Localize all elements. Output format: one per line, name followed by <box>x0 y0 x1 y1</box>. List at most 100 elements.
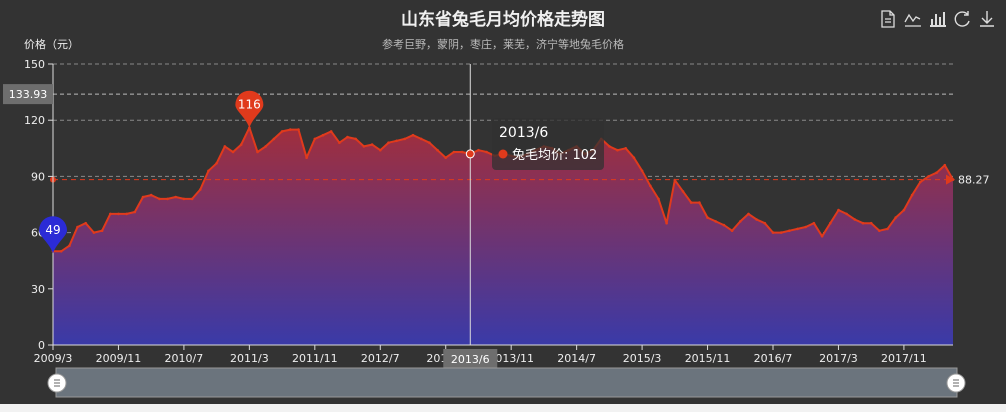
data-point <box>215 162 218 165</box>
axis-pointer-point <box>465 149 475 159</box>
data-zoom-left-handle[interactable] <box>47 373 67 393</box>
data-point <box>845 212 848 216</box>
y-tick-label: 120 <box>24 114 45 127</box>
data-point <box>714 220 717 223</box>
data-zoom-track[interactable] <box>56 368 957 397</box>
axis-pointer-y-label: 133.93 <box>9 88 48 101</box>
data-point <box>403 137 407 141</box>
data-point <box>231 150 235 154</box>
data-point <box>665 221 668 225</box>
mark-point-max: 116 <box>235 90 264 128</box>
axis-pointer-layer: 2013/6 133.93 <box>3 64 498 369</box>
data-point <box>117 212 120 216</box>
data-point <box>141 195 145 199</box>
x-tick-label: 2012/7 <box>361 352 400 365</box>
data-point <box>436 148 439 152</box>
axis-pointer-x-label: 2013/6 <box>451 353 490 366</box>
data-point <box>935 171 938 174</box>
data-zoom-slider[interactable] <box>47 367 966 398</box>
data-point <box>264 145 268 148</box>
data-point <box>321 133 325 137</box>
data-point <box>812 221 816 225</box>
data-point <box>902 208 906 212</box>
data-point <box>174 195 177 199</box>
data-point <box>84 221 87 225</box>
x-tick-label: 2015/11 <box>685 352 731 365</box>
data-point <box>370 143 374 146</box>
x-tick-label: 2011/11 <box>292 352 338 365</box>
x-tick-label: 2010/7 <box>165 352 204 365</box>
y-tick-label: 30 <box>31 283 45 296</box>
x-tick-label: 2009/11 <box>96 352 142 365</box>
data-point <box>869 221 873 225</box>
mark-point-pin <box>39 216 67 254</box>
save-image-icon[interactable] <box>980 11 994 27</box>
series-area-fill <box>53 127 953 345</box>
data-point <box>207 169 210 173</box>
data-point <box>771 231 775 234</box>
data-point <box>640 169 644 173</box>
tooltip-date: 2013/6 <box>499 125 548 141</box>
x-tick-label: 2014/7 <box>557 352 596 365</box>
data-point <box>289 128 292 131</box>
x-tick-label: 2016/7 <box>754 352 793 365</box>
data-point <box>428 141 431 144</box>
data-point <box>59 250 63 253</box>
data-point <box>755 218 758 221</box>
data-point <box>395 139 398 143</box>
data-point <box>133 210 137 214</box>
data-point <box>616 148 619 152</box>
x-tick-label: 2011/3 <box>230 352 269 365</box>
data-point <box>722 223 726 227</box>
data-point <box>804 225 807 229</box>
x-tick-label: 2013/11 <box>488 352 534 365</box>
line-chart-icon[interactable] <box>904 13 921 27</box>
data-point <box>248 126 251 129</box>
data-view-icon[interactable] <box>881 10 895 28</box>
restore-icon[interactable] <box>954 11 970 27</box>
chart-subtitle: 参考巨野，蒙阴，枣庄，莱芜，济宁等地兔毛价格 <box>382 37 624 51</box>
data-point <box>338 141 341 144</box>
mark-line-label: 88.27 <box>958 174 990 187</box>
data-point <box>329 130 333 133</box>
tooltip: 2013/6 兔毛均价: 102 <box>492 118 604 170</box>
data-point <box>444 156 448 159</box>
data-point <box>346 135 349 139</box>
data-point <box>100 229 104 232</box>
data-point <box>149 193 153 197</box>
data-point <box>919 180 922 184</box>
data-point <box>256 150 259 154</box>
mark-line-layer: 88.27 <box>50 174 990 187</box>
data-point <box>92 231 96 234</box>
data-point <box>796 227 799 231</box>
data-point <box>698 201 701 204</box>
data-point <box>894 216 897 219</box>
data-point <box>878 229 881 232</box>
data-point <box>681 190 685 193</box>
data-point <box>739 220 742 223</box>
data-point <box>313 137 317 141</box>
bar-chart-icon[interactable] <box>930 12 946 27</box>
data-point <box>362 145 366 148</box>
data-zoom-right-handle[interactable] <box>946 373 966 393</box>
data-point <box>477 148 480 152</box>
data-point <box>76 225 79 229</box>
data-point <box>452 150 456 154</box>
data-point <box>624 147 627 150</box>
toolbox <box>881 10 994 28</box>
axis-pointer-y-badge <box>3 84 53 105</box>
data-point <box>297 128 300 131</box>
data-point <box>411 133 415 137</box>
data-point <box>460 150 464 154</box>
tooltip-series-marker <box>498 149 508 159</box>
data-point <box>706 216 709 219</box>
data-point <box>657 197 660 201</box>
data-point <box>166 197 169 201</box>
y-tick-label: 150 <box>24 58 45 71</box>
data-point <box>182 197 186 201</box>
y-tick-label: 90 <box>31 170 45 183</box>
data-point <box>747 212 750 216</box>
